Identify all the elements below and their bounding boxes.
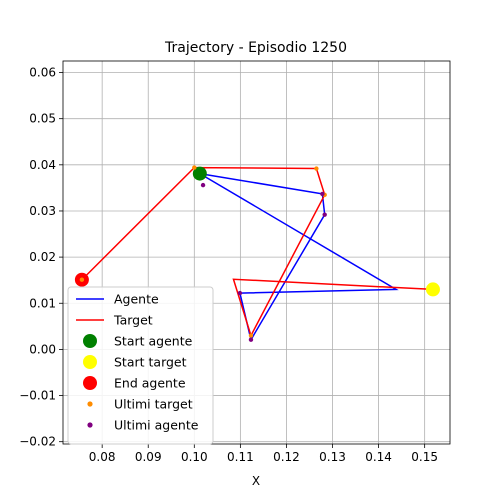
chart-title: Trajectory - Episodio 1250 — [164, 40, 347, 56]
x-axis-label: X — [252, 474, 260, 488]
point-ultimi-target — [192, 165, 196, 169]
y-tick-label: 0.01 — [29, 296, 56, 310]
point-ultimi-target — [249, 333, 253, 337]
legend-marker-swatch — [83, 376, 97, 390]
y-tick-label: 0.05 — [29, 112, 56, 126]
legend: Agente Target Start agente Start target End … — [68, 287, 213, 444]
point-ultimi-agente — [238, 291, 242, 295]
legend-marker-swatch — [87, 422, 92, 427]
y-tick-label: 0.04 — [29, 158, 56, 172]
point-start-target — [426, 282, 440, 296]
legend-label: Agente — [114, 292, 159, 307]
y-tick-label: 0.06 — [29, 66, 56, 80]
point-ultimi-target — [80, 278, 84, 282]
legend-label: Ultimi agente — [114, 418, 199, 433]
x-tick-label: 0.14 — [365, 450, 392, 464]
y-tick-label: −0.02 — [19, 435, 56, 449]
x-tick-label: 0.13 — [319, 450, 346, 464]
legend-label: Ultimi target — [114, 397, 193, 412]
legend-label: Start target — [114, 355, 187, 370]
point-ultimi-agente — [201, 183, 205, 187]
y-tick-label: 0.02 — [29, 250, 56, 264]
series-start-target — [426, 282, 440, 296]
y-tick-label: −0.01 — [19, 389, 56, 403]
x-tick-label: 0.15 — [411, 450, 438, 464]
x-tick-label: 0.09 — [135, 450, 162, 464]
legend-label: Target — [113, 313, 153, 328]
legend-marker-swatch — [83, 355, 97, 369]
legend-label: End agente — [114, 376, 186, 391]
x-tick-label: 0.11 — [227, 450, 254, 464]
x-tick-label: 0.12 — [273, 450, 300, 464]
y-tick-label: 0.03 — [29, 204, 56, 218]
point-ultimi-agente — [320, 192, 324, 196]
legend-label: Start agente — [114, 334, 193, 349]
x-tick-label: 0.10 — [181, 450, 208, 464]
x-tick-label: 0.08 — [89, 450, 116, 464]
point-ultimi-target — [314, 166, 318, 170]
legend-marker-swatch — [83, 334, 97, 348]
y-tick-label: 0.00 — [29, 342, 56, 356]
legend-marker-swatch — [87, 401, 92, 406]
point-ultimi-agente — [249, 338, 253, 342]
point-ultimi-agente — [322, 212, 326, 216]
